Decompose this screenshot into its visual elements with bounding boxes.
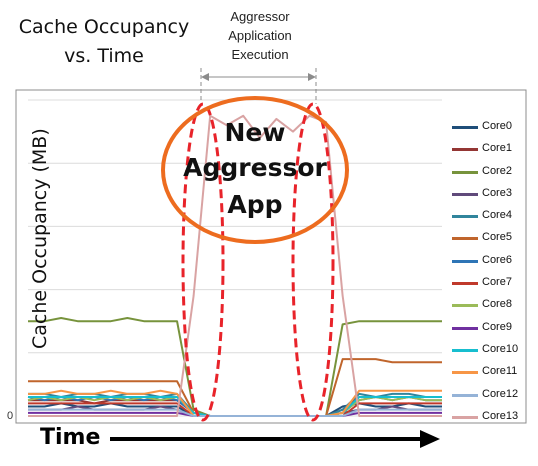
- annotation-line-3: App: [227, 190, 283, 219]
- legend-item-core0: Core0: [448, 117, 538, 139]
- legend-swatch: [452, 259, 478, 263]
- legend-swatch: [452, 393, 478, 397]
- legend-label: Core7: [482, 276, 512, 289]
- legend-swatch: [452, 192, 478, 196]
- phase-start-oval: [181, 102, 225, 422]
- phase-label-line-2: Application: [228, 28, 292, 43]
- legend: Core0 Core1 Core2 Core3 Core4 Core5 Core6 Core7…: [448, 117, 538, 429]
- annotation-line-1: New: [224, 118, 286, 147]
- legend-label: Core12: [482, 387, 519, 400]
- series-line-core12: [28, 408, 442, 417]
- legend-item-core11: Core11: [448, 362, 538, 384]
- legend-label: Core8: [482, 298, 512, 311]
- legend-swatch: [452, 215, 478, 219]
- legend-item-core2: Core2: [448, 162, 538, 184]
- legend-item-core12: Core12: [448, 385, 538, 407]
- legend-swatch: [452, 371, 478, 375]
- legend-item-core4: Core4: [448, 206, 538, 228]
- legend-item-core7: Core7: [448, 273, 538, 295]
- plot-area: [15, 89, 527, 424]
- legend-swatch: [452, 415, 478, 419]
- chart-title-line-1: Cache Occupancy: [18, 16, 190, 38]
- legend-swatch: [452, 304, 478, 308]
- legend-item-core5: Core5: [448, 228, 538, 250]
- legend-label: Core4: [482, 209, 512, 222]
- legend-swatch: [452, 237, 478, 241]
- phase-end-oval: [291, 102, 335, 422]
- legend-label: Core10: [482, 342, 519, 355]
- phase-bracket-right-arrowhead: [308, 73, 316, 81]
- legend-label: Core13: [482, 409, 519, 422]
- legend-swatch: [452, 348, 478, 352]
- legend-label: Core2: [482, 164, 512, 177]
- legend-item-core6: Core6: [448, 251, 538, 273]
- legend-item-core3: Core3: [448, 184, 538, 206]
- x-axis-label: Time: [40, 425, 101, 450]
- legend-swatch: [452, 148, 478, 152]
- y-tick-label: 0: [7, 410, 14, 422]
- legend-swatch: [452, 126, 478, 129]
- legend-label: Core6: [482, 253, 512, 266]
- legend-label: Core0: [482, 120, 512, 132]
- legend-item-core1: Core1: [448, 139, 538, 161]
- legend-swatch: [452, 326, 478, 330]
- legend-swatch: [452, 282, 478, 286]
- annotation-ellipse: [161, 96, 349, 244]
- series-line-core13: [28, 114, 442, 417]
- legend-item-core9: Core9: [448, 318, 538, 340]
- phase-label-line-1: Aggressor: [230, 9, 290, 24]
- phase-bracket: [200, 68, 317, 104]
- legend-item-core10: Core10: [448, 340, 538, 362]
- legend-item-core13: Core13: [448, 407, 538, 429]
- legend-swatch: [452, 170, 478, 174]
- annotation-line-2: Aggressor: [183, 153, 327, 182]
- legend-label: Core5: [482, 231, 512, 244]
- legend-label: Core3: [482, 186, 512, 199]
- legend-label: Core11: [482, 365, 518, 378]
- legend-label: Core1: [482, 142, 512, 155]
- legend-label: Core9: [482, 320, 512, 333]
- legend-item-core8: Core8: [448, 295, 538, 317]
- phase-label-line-3: Execution: [231, 47, 289, 62]
- y-axis-label: Cache Occupancy (MB): [29, 128, 51, 349]
- phase-bracket-left-arrowhead: [201, 73, 209, 81]
- time-arrow-head: [420, 430, 440, 448]
- time-arrow: [110, 430, 440, 448]
- chart-title-line-2: vs. Time: [64, 45, 144, 67]
- series-layer: [27, 114, 442, 417]
